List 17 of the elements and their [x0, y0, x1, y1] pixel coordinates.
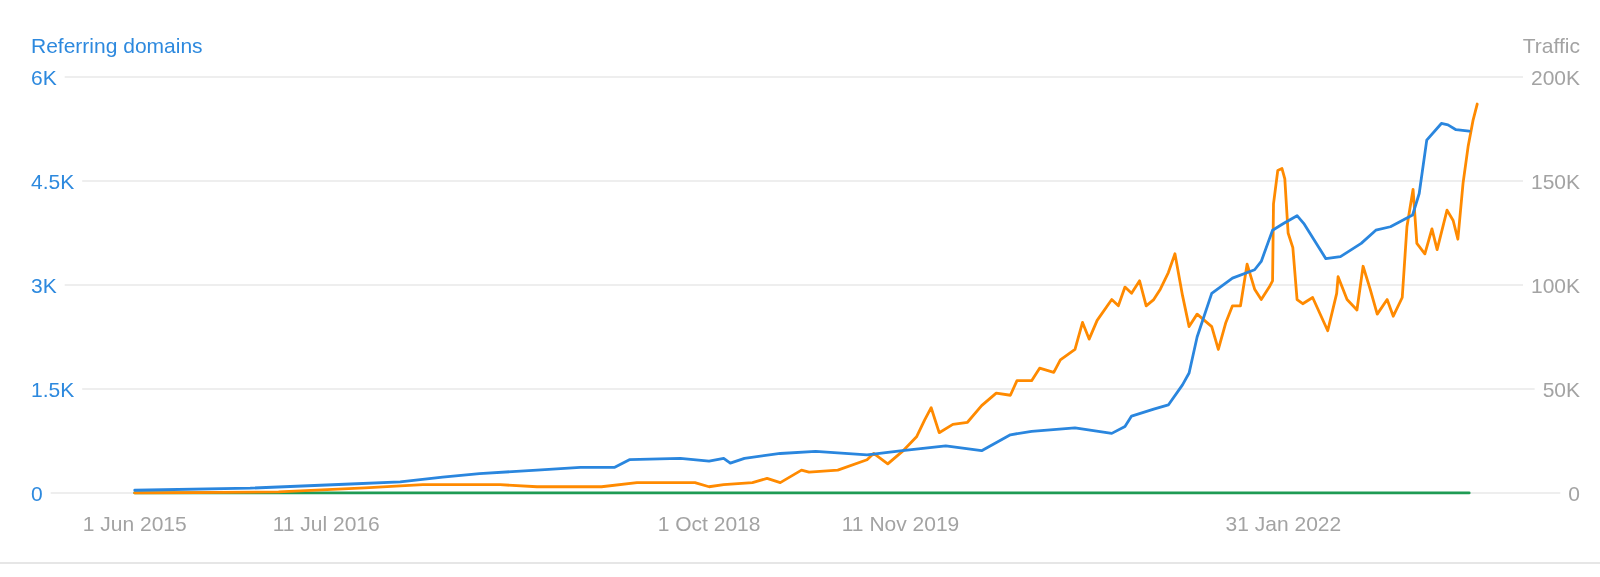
x-tick-label: 11 Jul 2016	[272, 512, 380, 535]
y-axis-title: Referring domains	[31, 33, 203, 57]
y-tick-label: 3K	[31, 273, 57, 297]
y-tick-label: 0	[31, 481, 43, 505]
y2-tick-label: 0	[1568, 481, 1580, 505]
y-tick-label: 6K	[31, 65, 57, 89]
y-tick-label: 4.5K	[31, 169, 75, 193]
y2-axis-title: Traffic	[1522, 33, 1580, 57]
x-tick-label: 31 Jan 2022	[1225, 512, 1342, 535]
y2-tick-label: 100K	[1530, 273, 1580, 297]
x-tick-label: 1 Jun 2015	[82, 512, 187, 535]
y2-tick-label: 150K	[1530, 169, 1580, 193]
x-tick-label: 1 Oct 2018	[657, 512, 761, 535]
y2-tick-label: 200K	[1530, 65, 1580, 89]
y-tick-label: 1.5K	[31, 377, 75, 401]
x-tick-label: 11 Nov 2019	[841, 512, 960, 535]
y2-tick-label: 50K	[1542, 377, 1580, 401]
